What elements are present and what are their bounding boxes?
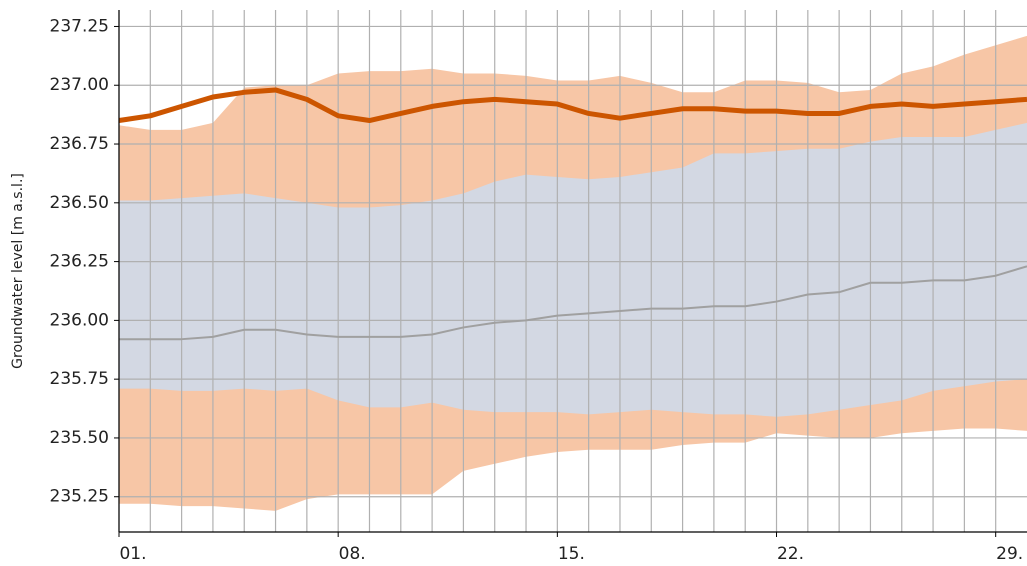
x-tick-label: 15. bbox=[558, 544, 585, 564]
band bbox=[119, 122, 1027, 417]
x-tick-label: 08. bbox=[339, 544, 366, 564]
y-tick-label: 235.25 bbox=[50, 487, 109, 507]
line bbox=[118, 87, 1027, 124]
y-tick-label: 235.50 bbox=[50, 428, 109, 448]
line bbox=[119, 265, 1027, 341]
y-tick-label: 237.25 bbox=[50, 16, 109, 36]
x-tick-label: 01. bbox=[119, 544, 146, 564]
y-tick-label: 235.75 bbox=[50, 369, 109, 389]
y-tick-label: 236.00 bbox=[50, 310, 109, 330]
x-tick-label: 22. bbox=[777, 544, 804, 564]
x-tick-label: 29. bbox=[996, 544, 1023, 564]
y-axis-label: Groundwater level [m a.s.l.] bbox=[10, 173, 26, 369]
y-tick-label: 236.50 bbox=[50, 193, 109, 213]
y-tick-label: 237.00 bbox=[50, 75, 109, 95]
y-tick-label: 236.75 bbox=[50, 134, 109, 154]
y-tick-label: 236.25 bbox=[50, 252, 109, 272]
